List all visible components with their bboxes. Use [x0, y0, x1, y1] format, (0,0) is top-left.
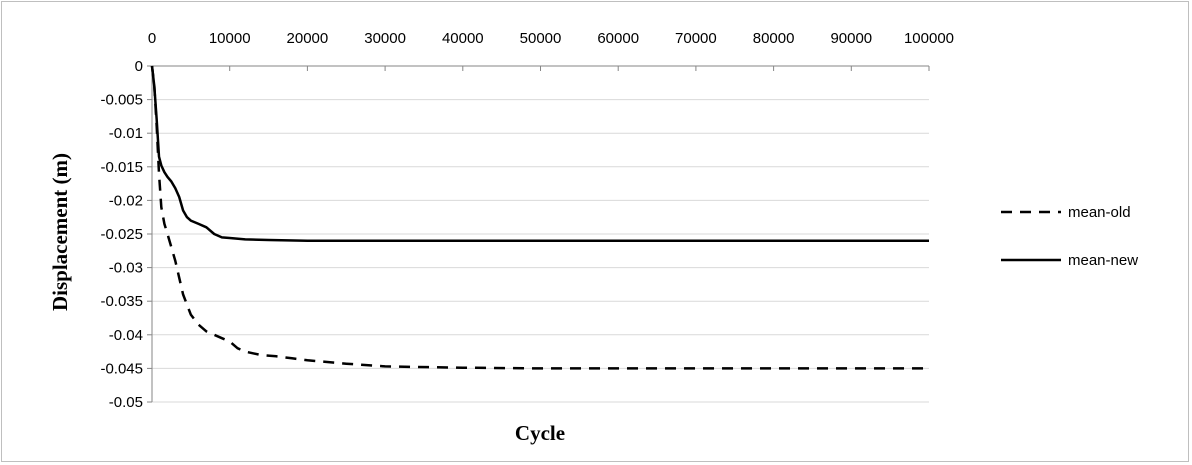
x-tick-label: 60000: [597, 30, 639, 47]
y-tick-label: -0.025: [100, 226, 143, 243]
x-axis-title: Cycle: [515, 421, 565, 445]
legend-label-mean-new: mean-new: [1068, 252, 1138, 269]
x-tick-label: 70000: [675, 30, 717, 47]
x-tick-label: 0: [148, 30, 156, 47]
x-tick-label: 50000: [520, 30, 562, 47]
y-axis-title: Displacement (m): [48, 153, 72, 311]
x-tick-label: 80000: [753, 30, 795, 47]
y-tick-label: -0.03: [109, 260, 143, 277]
y-tick-label: -0.015: [100, 159, 143, 176]
y-tick-label: -0.05: [109, 394, 143, 411]
y-tick-label: -0.045: [100, 360, 143, 377]
y-tick-label: -0.035: [100, 293, 143, 310]
y-tick-label: -0.01: [109, 125, 143, 142]
x-tick-label: 100000: [904, 30, 954, 47]
axes: [147, 65, 930, 403]
series-lines: [150, 65, 929, 370]
y-tick-label: -0.02: [109, 192, 143, 209]
legend-label-mean-old: mean-old: [1068, 204, 1131, 221]
x-tick-label: 40000: [442, 30, 484, 47]
series-line-mean-old: [150, 65, 929, 370]
y-tick-labels: 0 -0.005 -0.01 -0.015 -0.02 -0.025 -0.03 -0.035…: [100, 58, 143, 411]
legend: mean-old mean-new: [1001, 204, 1138, 269]
y-tick-label: 0: [135, 58, 143, 75]
x-tick-label: 20000: [287, 30, 329, 47]
series-line-mean-new: [150, 65, 929, 242]
x-tick-labels: 0 10000 20000 30000 40000 50000 60000 70000 8000…: [148, 30, 954, 47]
x-tick-label: 30000: [364, 30, 406, 47]
y-tick-label: -0.04: [109, 327, 143, 344]
x-tick-label: 10000: [209, 30, 251, 47]
x-tick-label: 90000: [830, 30, 872, 47]
y-tick-label: -0.005: [100, 92, 143, 109]
